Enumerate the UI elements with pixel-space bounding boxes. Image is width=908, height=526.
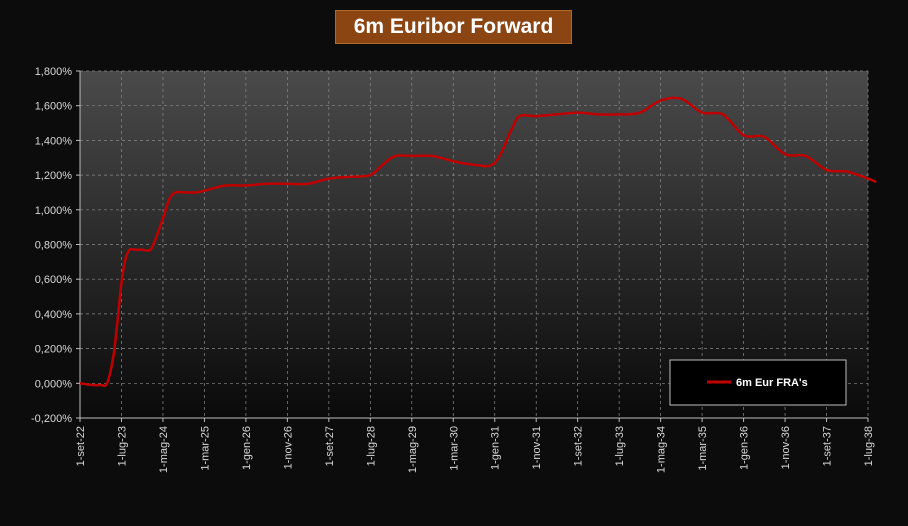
y-tick-label: 1,400% [35,135,73,147]
x-tick-label: 1-mar-35 [697,426,709,471]
x-tick-label: 1-set-32 [573,426,585,466]
y-tick-label: 0,200% [35,344,73,356]
y-tick-label: 1,800% [35,66,73,78]
x-tick-label: 1-mag-29 [407,426,419,473]
legend-label: 6m Eur FRA's [736,377,808,389]
y-tick-label: 0,400% [35,309,73,321]
x-tick-label: 1-lug-33 [614,426,626,466]
x-tick-label: 1-set-27 [324,426,336,466]
x-tick-label: 1-set-22 [75,426,87,466]
x-tick-label: 1-gen-31 [490,426,502,470]
y-tick-label: 1,200% [35,170,73,182]
x-tick-label: 1-mag-24 [158,426,170,473]
y-tick-label: 0,600% [35,274,73,286]
x-tick-label: 1-lug-28 [365,426,377,466]
x-tick-label: 1-nov-36 [780,426,792,469]
x-tick-label: 1-mar-30 [448,426,460,471]
chart-title-box: 6m Euribor Forward [335,10,572,44]
chart-title: 6m Euribor Forward [353,15,554,38]
x-tick-label: 1-gen-26 [241,426,253,470]
x-tick-label: 1-lug-23 [116,426,128,466]
x-tick-label: 1-set-37 [822,426,834,466]
legend: 6m Eur FRA's [669,359,847,406]
series-line-0 [79,96,877,388]
x-tick-label: 1-mag-34 [656,426,668,473]
x-tick-label: 1-nov-31 [531,426,543,469]
series-layer [79,96,877,388]
y-tick-label: 0,800% [35,240,73,252]
x-tick-label: 1-mar-25 [199,426,211,471]
x-tick-label: 1-nov-26 [282,426,294,469]
x-tick-label: 1-lug-38 [863,426,875,466]
legend-box [669,359,847,406]
y-tick-label: 1,000% [35,205,73,217]
y-tick-label: 0,000% [35,378,73,390]
y-tick-label: 1,600% [35,101,73,113]
x-tick-label: 1-gen-36 [739,426,751,470]
axes: -0,200% 0,000% 0,200% 0,400% 0,600% 0,800% 1,0… [31,66,875,473]
y-tick-label: -0,200% [31,413,72,425]
